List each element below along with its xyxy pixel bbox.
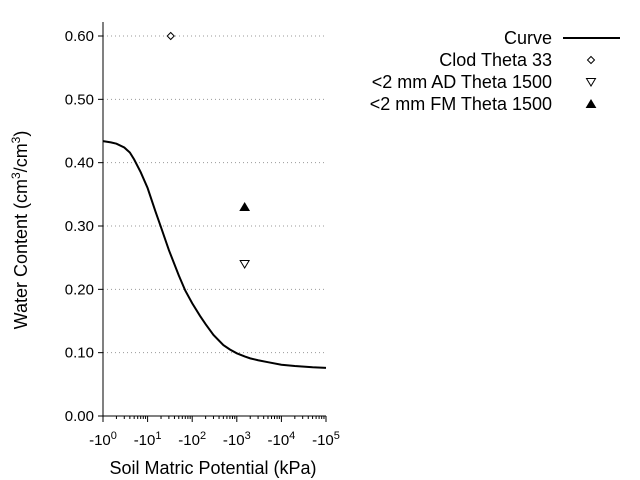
- y-tick-label: 0.10: [65, 345, 94, 362]
- data-point: [239, 202, 251, 211]
- plot-area: [102, 22, 326, 417]
- y-tick-label: 0.20: [65, 281, 94, 298]
- data-point: [166, 31, 175, 41]
- x-tick-label: -102: [178, 430, 206, 449]
- legend-swatch-marker: [585, 99, 597, 108]
- legend-label: <2 mm AD Theta 1500: [372, 72, 552, 92]
- y-tick-label: 0.60: [65, 28, 94, 45]
- legend-label: Curve: [504, 28, 552, 48]
- y-tick-label: 0.50: [65, 91, 94, 108]
- legend-label: <2 mm FM Theta 1500: [370, 94, 552, 114]
- y-axis-label: Water Content (cm3/cm3): [9, 131, 31, 330]
- y-tick-label: 0.30: [65, 218, 94, 235]
- y-axis-ticks: 0.00 0.10 0.20 0.30 0.40 0.50 0.60: [65, 28, 103, 425]
- x-tick-label: -104: [267, 430, 295, 449]
- x-tick-label: -100: [89, 430, 117, 449]
- legend-label: Clod Theta 33: [439, 50, 552, 70]
- x-tick-label: -105: [312, 430, 340, 449]
- series-layer: [102, 31, 327, 369]
- x-tick-label: -103: [223, 430, 251, 449]
- gridlines: [103, 35, 326, 354]
- x-tick-label: -101: [134, 430, 162, 449]
- x-axis-ticks: -100 -101 -102 -103 -104 -105: [89, 416, 340, 449]
- y-tick-label: 0.00: [65, 408, 94, 425]
- series-line-curve: [102, 140, 327, 369]
- y-tick-label: 0.40: [65, 155, 94, 172]
- legend-swatch-marker: [585, 78, 597, 87]
- legend-swatch-marker: [586, 55, 596, 65]
- data-point: [239, 260, 251, 269]
- x-axis-label: Soil Matric Potential (kPa): [109, 458, 316, 478]
